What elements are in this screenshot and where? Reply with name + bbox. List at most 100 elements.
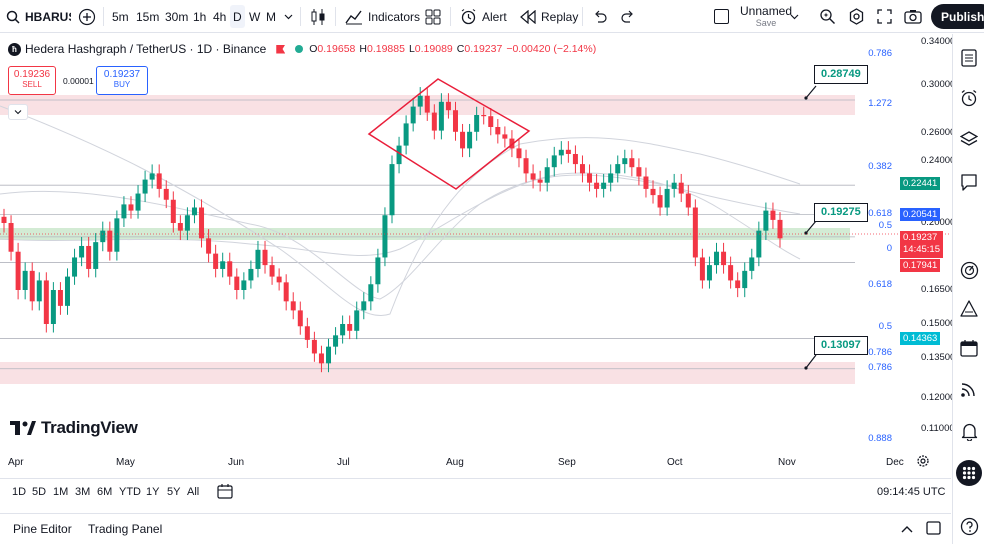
fullscreen-button[interactable] — [877, 0, 892, 33]
price-axis[interactable]: 0.34000 0.30000 0.26000 0.24000 0.20000 … — [855, 34, 955, 454]
publish-button[interactable]: Publish — [931, 4, 984, 29]
time-label: Jun — [228, 457, 245, 468]
candle-body — [36, 280, 42, 302]
templates-button[interactable] — [425, 0, 441, 33]
alert-button[interactable]: Alert — [460, 0, 507, 33]
time-axis[interactable]: Apr May Jun Jul Aug Sep Oct Nov Dec — [0, 454, 951, 472]
candle-body — [749, 257, 755, 271]
utc-clock[interactable]: 09:14:45 UTC — [877, 486, 946, 498]
diamond-pattern-drawing[interactable] — [367, 78, 531, 190]
interval-15m[interactable]: 15m — [136, 9, 160, 24]
candle-body — [15, 251, 21, 290]
interval-d-active[interactable]: D — [230, 5, 245, 28]
collapse-panel-button[interactable] — [900, 522, 914, 540]
fib-label: 0.618 — [868, 208, 892, 219]
candle-body — [29, 270, 35, 302]
interval-5m[interactable]: 5m — [112, 9, 129, 24]
alerts-panel-button[interactable] — [957, 86, 981, 110]
candle-body — [664, 188, 670, 208]
rewind-icon — [520, 9, 536, 24]
candle-body — [572, 154, 578, 165]
tradingview-logo[interactable]: TradingView — [10, 418, 138, 438]
calendar-button[interactable] — [957, 336, 981, 360]
range-1d[interactable]: 1D — [12, 486, 27, 498]
price-callout[interactable]: 0.19275 — [814, 203, 868, 222]
interval-1h[interactable]: 1h — [193, 9, 207, 24]
range-1m[interactable]: 1M — [53, 486, 69, 498]
candle-body — [135, 193, 141, 211]
candle-body — [742, 270, 748, 289]
price-callout[interactable]: 0.28749 — [814, 65, 868, 84]
top-toolbar: HBARUSDT 5m 15m 30m 1h 4h D W M Indicato… — [0, 0, 984, 33]
candle-body — [579, 164, 585, 174]
range-3m[interactable]: 3M — [75, 486, 91, 498]
indicators-button[interactable]: Indicators — [345, 0, 420, 33]
replay-button[interactable]: Replay — [520, 0, 578, 33]
candle-body — [43, 280, 49, 324]
layout-dropdown[interactable] — [790, 0, 799, 33]
technicals-button[interactable] — [957, 258, 981, 282]
candle-body — [770, 210, 776, 220]
candle-body — [79, 245, 85, 258]
time-label: Dec — [886, 457, 904, 468]
symbol-legend[interactable]: ħ Hedera Hashgraph / TetherUS · 1D · Bin… — [8, 42, 596, 56]
candle-body — [685, 193, 691, 208]
range-6m[interactable]: 6M — [97, 486, 113, 498]
symbol-title: Hedera Hashgraph / TetherUS · 1D · Binan… — [25, 42, 267, 56]
watchlist-button[interactable] — [957, 46, 981, 70]
interval-m[interactable]: M — [266, 9, 276, 24]
notifications-button[interactable] — [957, 419, 981, 443]
range-all[interactable]: All — [187, 486, 200, 498]
range-ytd[interactable]: YTD — [119, 486, 141, 498]
symbol-search[interactable]: HBARUSDT — [6, 0, 71, 33]
maximize-panel-button[interactable] — [926, 521, 941, 540]
tab-trading-panel[interactable]: Trading Panel — [88, 522, 163, 536]
buy-button[interactable]: 0.19237 BUY — [96, 66, 148, 95]
range-5d[interactable]: 5D — [32, 486, 47, 498]
fib-label: 0 — [886, 243, 892, 254]
candle-body — [121, 204, 127, 219]
sell-button[interactable]: 0.19236 SELL — [8, 66, 56, 95]
compare-symbol-button[interactable] — [78, 0, 96, 33]
settings-button[interactable] — [848, 0, 865, 33]
quick-search-button[interactable] — [819, 0, 836, 33]
layout-name-button[interactable]: Unnamed Save — [740, 3, 793, 28]
price-callout[interactable]: 0.13097 — [814, 336, 868, 355]
interval-30m[interactable]: 30m — [165, 9, 189, 24]
redo-button[interactable] — [621, 0, 635, 33]
candle-body — [177, 223, 183, 231]
streams-button[interactable] — [957, 377, 981, 401]
chart-canvas[interactable]: ħ Hedera Hashgraph / TetherUS · 1D · Bin… — [0, 34, 950, 454]
interval-4h[interactable]: 4h — [213, 9, 227, 24]
candle-body — [706, 265, 712, 281]
interval-dropdown[interactable] — [284, 0, 293, 33]
chevron-down-icon — [790, 14, 799, 20]
price-label: 0.24000 — [921, 155, 956, 166]
object-tree-button[interactable] — [957, 127, 981, 151]
range-1y[interactable]: 1Y — [146, 486, 160, 498]
legend-collapse-button[interactable] — [8, 104, 28, 120]
undo-button[interactable] — [593, 0, 607, 33]
current-price-tag: 0.19237 14:45:15 — [900, 231, 943, 258]
snapshot-button[interactable] — [904, 0, 922, 33]
candle-body — [389, 164, 395, 216]
help-button[interactable] — [957, 514, 981, 538]
interval-w[interactable]: W — [249, 9, 261, 24]
chart-type-button[interactable] — [310, 0, 326, 33]
axis-settings-button[interactable] — [916, 454, 930, 473]
chat-button[interactable] — [957, 170, 981, 194]
price-chart[interactable] — [0, 34, 950, 454]
ideas-button[interactable] — [957, 297, 981, 321]
goto-date-button[interactable] — [217, 483, 233, 504]
moving-average-1 — [0, 105, 801, 316]
time-label: Jul — [337, 457, 350, 468]
tab-pine-editor[interactable]: Pine Editor — [13, 522, 72, 536]
candle-body — [671, 182, 677, 189]
gear-icon — [849, 8, 864, 25]
price-label: 0.13500 — [921, 352, 956, 363]
candle-body — [191, 207, 197, 216]
range-5y[interactable]: 5Y — [167, 486, 181, 498]
layout-checkbox[interactable] — [714, 0, 729, 33]
candle-body — [199, 207, 205, 239]
products-menu-button[interactable] — [956, 460, 982, 486]
